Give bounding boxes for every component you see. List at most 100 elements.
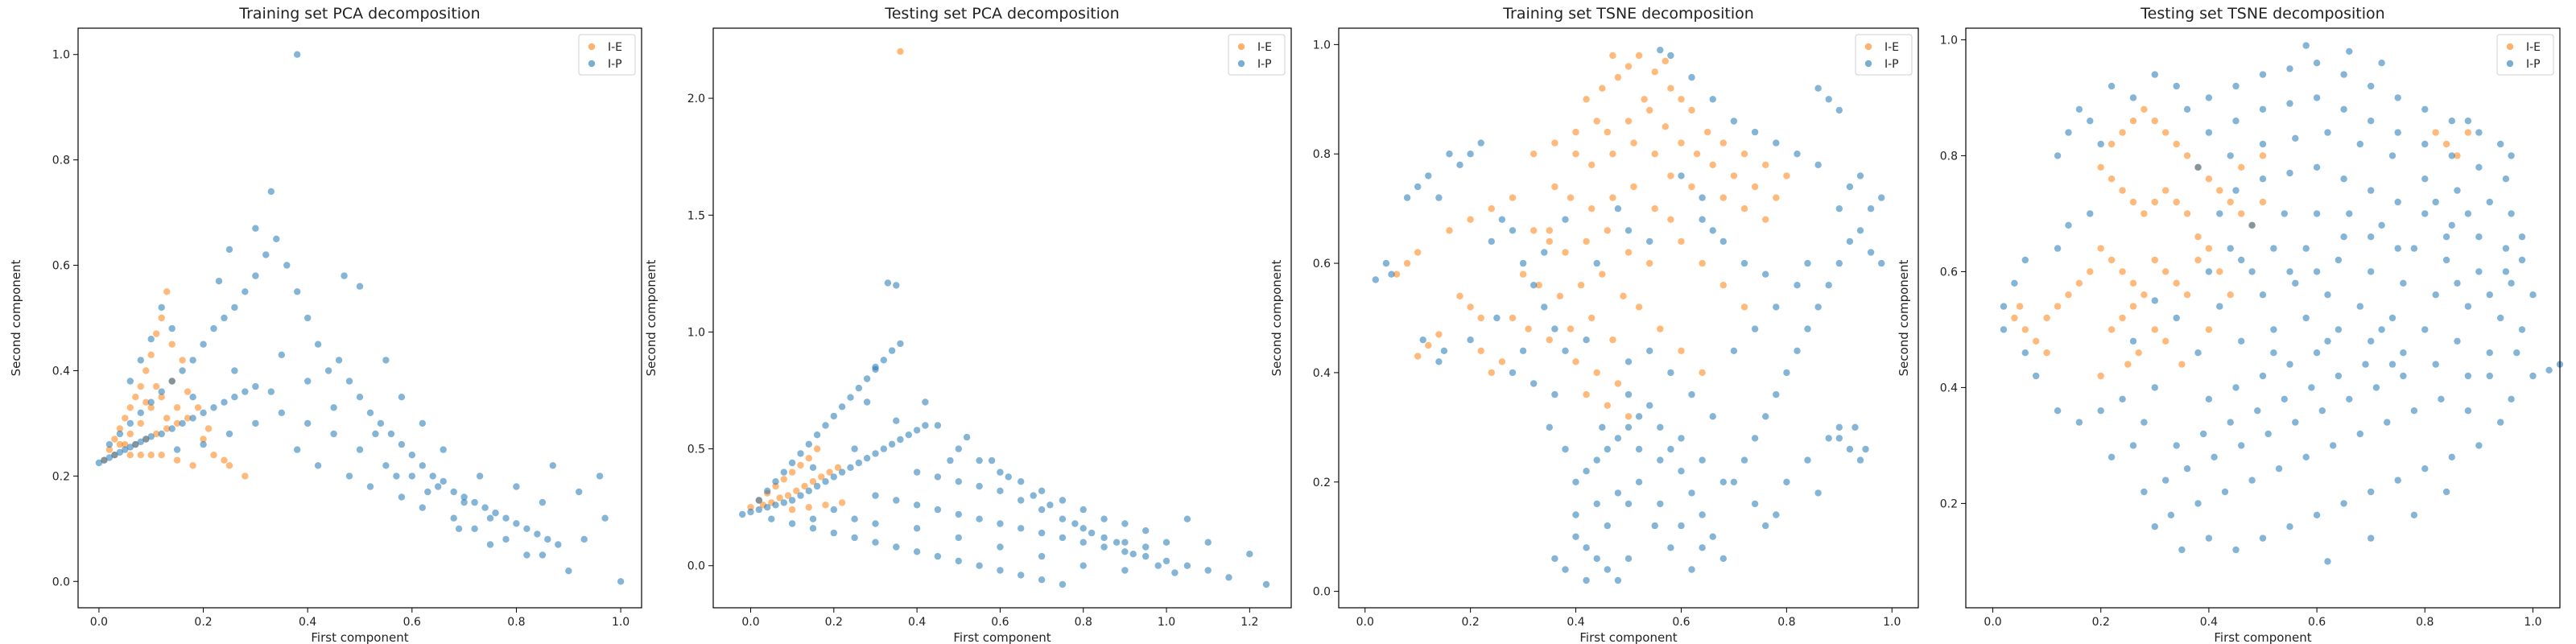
data-point	[2302, 314, 2310, 322]
data-point	[225, 246, 233, 254]
data-point	[2248, 221, 2256, 229]
data-point	[1171, 569, 1179, 576]
data-point	[2475, 233, 2483, 241]
data-point	[2410, 511, 2418, 518]
data-point	[387, 430, 395, 438]
data-point	[1551, 139, 1558, 147]
data-point	[834, 464, 842, 471]
data-point	[1604, 445, 1612, 453]
data-point	[2232, 82, 2240, 90]
data-point	[153, 430, 160, 438]
data-point	[1678, 435, 1685, 442]
data-point	[2173, 198, 2180, 206]
data-point	[1599, 270, 1606, 278]
x-axis-label: First component	[1579, 630, 1677, 644]
x-tick-label: 1.2	[1241, 616, 1258, 629]
data-point	[2119, 268, 2126, 275]
data-point	[2097, 163, 2104, 171]
x-tick-label: 0.6	[403, 616, 421, 629]
data-point	[2502, 245, 2510, 252]
data-point	[210, 324, 217, 332]
data-point	[1562, 566, 1569, 573]
data-point	[1699, 544, 1706, 551]
data-point	[1477, 139, 1484, 147]
data-point	[1546, 423, 1554, 431]
data-point	[2151, 256, 2158, 264]
data-point	[955, 534, 963, 542]
data-point	[137, 419, 144, 427]
data-point	[2248, 268, 2256, 275]
data-point	[116, 430, 124, 438]
data-point	[1088, 529, 1096, 537]
data-point	[1435, 331, 1443, 338]
data-point	[1435, 358, 1443, 365]
data-point	[200, 436, 207, 443]
data-point	[163, 415, 171, 422]
data-point	[221, 314, 228, 322]
legend-marker-i-p	[588, 60, 596, 68]
x-tick-label: 0.0	[1984, 616, 2001, 629]
data-point	[163, 425, 171, 432]
data-point	[1113, 539, 1121, 546]
series-i-e-points	[101, 288, 249, 480]
data-point	[2151, 198, 2158, 206]
plot-area-frame	[1338, 27, 1919, 609]
data-point	[476, 473, 484, 480]
data-point	[2368, 82, 2375, 90]
data-point	[1730, 347, 1738, 354]
data-point	[1567, 194, 1575, 201]
data-point	[2394, 94, 2401, 101]
data-point	[565, 568, 572, 575]
data-point	[847, 464, 854, 471]
data-point	[221, 398, 228, 406]
data-point	[788, 506, 796, 514]
y-tick-label: 0.0	[52, 576, 70, 588]
data-point	[1593, 259, 1600, 267]
data-point	[2313, 511, 2321, 518]
data-point	[2324, 129, 2331, 136]
data-point	[153, 382, 160, 390]
data-point	[2400, 372, 2407, 380]
data-point	[2368, 337, 2375, 345]
data-point	[163, 288, 171, 295]
subplot-testing-tsne: 0.0 0.2 0.4 0.6 0.8 1.0 0.2 0.4 0.6 0.8 1.0 Testing…	[1897, 5, 2564, 644]
data-point	[158, 430, 165, 438]
data-point	[1080, 506, 1087, 514]
data-point	[788, 520, 796, 527]
data-point	[1762, 522, 1769, 530]
data-point	[2140, 210, 2148, 217]
chart-title: Training set TSNE decomposition	[1502, 5, 1754, 23]
data-point	[294, 288, 301, 295]
data-point	[137, 409, 144, 416]
data-point	[2065, 129, 2072, 136]
data-point	[2129, 118, 2137, 125]
data-point	[2388, 314, 2396, 322]
data-point	[2054, 152, 2062, 159]
data-point	[596, 473, 604, 480]
data-point	[2308, 384, 2315, 391]
data-point	[2513, 349, 2520, 357]
data-point	[2107, 256, 2116, 264]
data-point	[1678, 522, 1685, 530]
data-point	[2508, 395, 2515, 402]
data-point	[278, 351, 285, 358]
data-point	[1593, 456, 1600, 464]
data-point	[398, 493, 406, 501]
data-point	[513, 483, 520, 490]
data-point	[215, 278, 223, 285]
data-point	[1005, 473, 1012, 481]
data-point	[1646, 106, 1653, 114]
data-point	[2313, 94, 2321, 101]
data-point	[813, 431, 821, 439]
data-point	[450, 514, 457, 522]
data-point	[137, 382, 144, 390]
data-point	[2442, 488, 2450, 496]
data-point	[105, 446, 114, 453]
data-point	[1762, 161, 1769, 168]
data-point	[1080, 539, 1087, 546]
data-point	[345, 473, 353, 480]
data-point	[242, 473, 249, 480]
data-point	[1121, 548, 1129, 555]
data-point	[126, 419, 134, 427]
data-point	[194, 404, 202, 411]
